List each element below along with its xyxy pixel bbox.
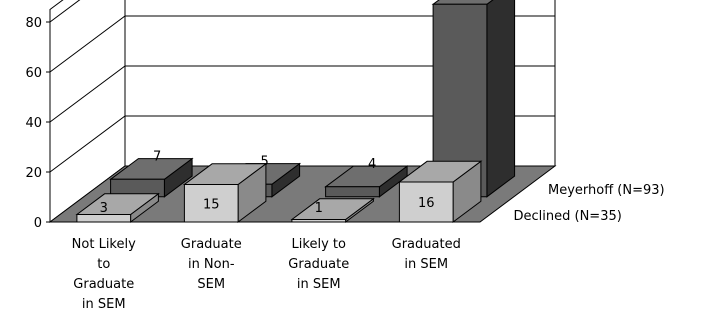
data-label-declined: 15 xyxy=(203,197,220,212)
series-name-label: Meyerhoff (N=93) xyxy=(548,183,665,198)
y-tick-label: 60 xyxy=(25,66,42,81)
data-label-meyerhoff: 5 xyxy=(260,155,268,170)
data-label-declined: 16 xyxy=(418,196,435,211)
data-label-declined: 3 xyxy=(100,201,108,216)
bar-declined xyxy=(182,162,268,223)
y-tick-label: 80 xyxy=(25,16,42,31)
gridline xyxy=(49,0,81,23)
series-depth-labels: Meyerhoff (N=93) Declined (N=35) xyxy=(514,183,665,224)
x-category-label: Graduate in Non-SEM xyxy=(181,237,242,292)
x-category-label: Not Likely to Graduate in SEM xyxy=(72,237,136,312)
data-label-meyerhoff: 7 xyxy=(153,150,161,165)
y-tick-label: 0 xyxy=(34,216,42,231)
gridline xyxy=(49,115,555,173)
gridline xyxy=(49,65,555,123)
x-category-label: Graduated in SEM xyxy=(392,237,461,272)
x-category-label: Likely to Graduate in SEM xyxy=(288,237,349,292)
bar-declined xyxy=(397,160,483,223)
x-category-labels: Not Likely to Graduate in SEM Graduate in Non… xyxy=(72,237,461,312)
series-name-label: Declined (N=35) xyxy=(514,209,622,224)
data-label-meyerhoff: 4 xyxy=(368,157,376,172)
bar-meyerhoff xyxy=(324,165,409,198)
gridline xyxy=(49,15,555,73)
bar-declined xyxy=(290,197,375,223)
gridlines xyxy=(49,0,555,173)
y-tick-labels: 0 20 40 60 80 xyxy=(25,16,50,231)
bars: 75477315116 xyxy=(75,0,516,223)
bar-declined xyxy=(75,192,160,223)
y-tick-label: 20 xyxy=(25,166,42,181)
y-tick-label: 40 xyxy=(25,116,42,131)
data-label-declined: 1 xyxy=(315,201,323,216)
